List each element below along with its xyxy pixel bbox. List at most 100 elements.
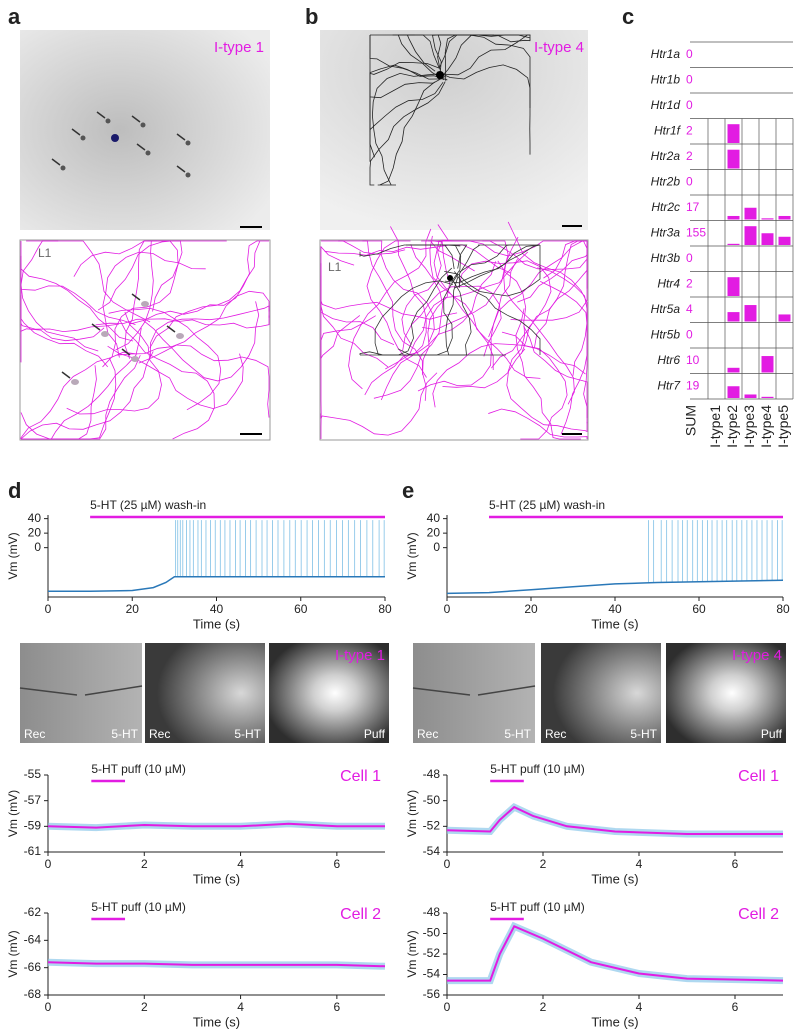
neurite	[362, 240, 435, 343]
y-tick-label: -61	[24, 844, 42, 858]
column-label: I-type4	[758, 405, 774, 448]
arrow	[176, 133, 186, 141]
neurite	[537, 267, 588, 418]
gene-name: Htr1d	[651, 98, 681, 112]
x-axis-label: Time (s)	[193, 871, 240, 886]
gene-name: Htr7	[657, 378, 681, 392]
neurite	[102, 240, 183, 368]
micrograph	[269, 643, 389, 743]
column-label: SUM	[683, 405, 699, 436]
neurite	[444, 245, 541, 297]
expression-bar	[778, 314, 791, 322]
cell	[71, 379, 79, 385]
arrow	[91, 323, 101, 331]
cell	[131, 356, 139, 362]
reconstruction	[19, 239, 271, 441]
neurite	[397, 34, 452, 81]
gene-name: Htr3b	[651, 251, 681, 265]
arrow	[166, 325, 176, 333]
cell-title: Cell 1	[738, 768, 779, 785]
x-tick-label: 60	[692, 602, 706, 616]
micrograph	[20, 30, 270, 230]
neurite	[488, 408, 588, 439]
layer-label: L1	[38, 246, 52, 260]
neurite	[149, 240, 269, 349]
neurite	[138, 344, 270, 418]
neurite	[454, 271, 541, 355]
micrograph	[413, 643, 535, 743]
image-label: Rec	[24, 727, 45, 741]
gene-sum: 4	[686, 302, 693, 316]
y-tick-label: 0	[34, 540, 41, 554]
x-tick-label: 6	[732, 857, 739, 871]
micrograph	[320, 30, 588, 230]
y-tick-label: -50	[423, 926, 441, 940]
neurite	[371, 72, 442, 186]
neurite	[320, 297, 361, 360]
x-tick-label: 6	[732, 1000, 739, 1014]
x-axis-label: Time (s)	[193, 1014, 240, 1029]
y-tick-label: 0	[433, 540, 440, 554]
mean-trace	[446, 805, 783, 835]
y-tick-label: -54	[423, 967, 441, 981]
micrograph	[666, 643, 786, 743]
gene-sum: 17	[686, 200, 700, 214]
arrow	[51, 158, 61, 166]
cell-title: Cell 2	[738, 906, 779, 923]
gene-name: Htr6	[657, 353, 680, 367]
neurite	[142, 301, 260, 382]
y-axis-label: Vm (mV)	[6, 930, 20, 977]
neurites	[20, 240, 270, 440]
cell	[145, 150, 151, 156]
gene-sum: 0	[686, 47, 693, 61]
neurite	[369, 35, 443, 80]
neurite	[406, 244, 462, 282]
gene-sum: 2	[686, 276, 693, 290]
x-tick-label: 6	[334, 1000, 341, 1014]
micrograph	[541, 643, 661, 743]
panel-label: e	[402, 478, 414, 503]
x-tick-label: 2	[540, 1000, 547, 1014]
y-tick-label: -62	[24, 905, 42, 919]
x-tick-label: 6	[334, 857, 341, 871]
neurite	[503, 236, 575, 405]
column-label: I-type5	[775, 405, 791, 448]
x-tick-label: 4	[237, 1000, 244, 1014]
expression-bar	[761, 396, 774, 398]
x-tick-label: 4	[636, 857, 643, 871]
stimulus-label: 5-HT (25 µM) wash-in	[90, 498, 206, 512]
neurite	[130, 240, 260, 325]
expression-bar	[778, 236, 791, 245]
neurite	[369, 81, 446, 186]
arrow	[131, 293, 141, 301]
reconstruction	[319, 239, 589, 441]
gene-sum: 2	[686, 149, 693, 163]
y-axis-label: Vm (mV)	[405, 532, 419, 579]
image-label: Rec	[417, 727, 438, 741]
x-tick-label: 2	[141, 1000, 148, 1014]
y-axis-label: Vm (mV)	[405, 930, 419, 977]
neurite	[402, 285, 502, 357]
expression-bar	[727, 243, 740, 245]
y-tick-label: -56	[423, 987, 441, 1001]
image-label: I-type 4	[534, 39, 584, 56]
stimulus-label: 5-HT puff (10 µM)	[490, 900, 585, 914]
expression-bar	[778, 215, 791, 220]
neurite	[348, 228, 432, 390]
x-tick-label: 40	[210, 602, 224, 616]
cell	[60, 165, 66, 171]
y-tick-label: -48	[423, 767, 441, 781]
neurite	[444, 34, 531, 76]
panel-label: a	[8, 4, 21, 29]
x-tick-label: 0	[45, 1000, 52, 1014]
y-tick-label: 40	[427, 511, 441, 525]
panel-label: d	[8, 478, 21, 503]
soma	[111, 134, 119, 142]
trace	[48, 575, 385, 592]
x-tick-label: 4	[237, 857, 244, 871]
y-tick-label: -50	[423, 793, 441, 807]
neurite	[116, 290, 270, 356]
column-label: I-type2	[724, 405, 740, 448]
x-axis-label: Time (s)	[591, 616, 638, 631]
neurite	[320, 299, 458, 320]
